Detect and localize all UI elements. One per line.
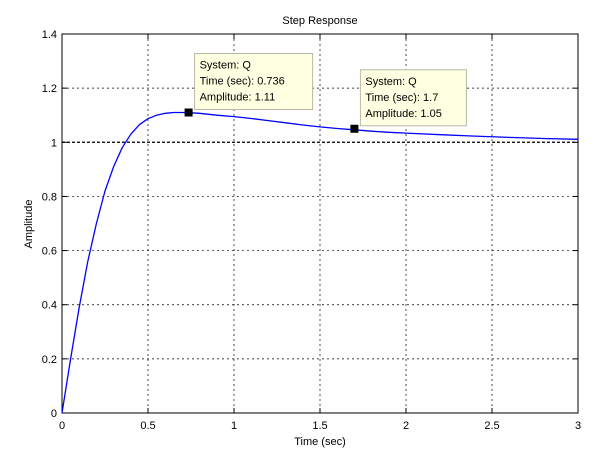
y-tick-label: 0 [51, 408, 57, 420]
datatip-text: System: Q [200, 60, 252, 72]
datatip[interactable]: System: Q Time (sec): 1.7 Amplitude: 1.05 [350, 69, 467, 133]
chart-title: Step Response [282, 15, 357, 27]
series-layer [61, 111, 579, 414]
x-tick-label: 2 [403, 420, 409, 432]
datatip-box [359, 69, 467, 127]
y-tick-label: 0.2 [42, 354, 57, 366]
datatip-text: Time (sec): 1.7 [365, 92, 438, 104]
y-tick-label: 0.4 [42, 300, 57, 312]
ticks: 0 0.5 1 1.5 2 2.5 3 0 0.2 0.4 0.6 0.8 1 1.2 1.4 [42, 29, 581, 432]
grid [62, 34, 578, 413]
datatip-text: System: Q [365, 76, 417, 88]
datatip-layer: System: Q Time (sec): 0.736 Amplitude: 1.1… [184, 53, 467, 133]
datatip-box [194, 53, 314, 111]
y-tick-label: 1.2 [42, 83, 57, 95]
y-tick-label: 0.6 [42, 246, 57, 258]
x-tick-label: 0.5 [140, 420, 155, 432]
x-tick-label: 1 [231, 420, 237, 432]
y-tick-label: 0.8 [42, 191, 57, 203]
x-tick-label: 2.5 [484, 420, 499, 432]
datatip-text: Time (sec): 0.736 [200, 76, 285, 88]
datatip-text: Amplitude: 1.05 [365, 108, 441, 120]
x-axis-label: Time (sec) [294, 436, 346, 448]
datatip-marker[interactable] [350, 124, 359, 133]
datatip-text: Amplitude: 1.11 [200, 92, 276, 104]
y-tick-label: 1.4 [42, 29, 57, 41]
step-response-line [61, 111, 579, 414]
datatip-marker[interactable] [184, 108, 193, 117]
x-tick-label: 0 [59, 420, 65, 432]
datatip[interactable]: System: Q Time (sec): 0.736 Amplitude: 1.1… [184, 53, 314, 117]
x-tick-label: 3 [575, 420, 581, 432]
y-axis-label: Amplitude [23, 200, 35, 249]
x-tick-label: 1.5 [312, 420, 327, 432]
y-tick-label: 1 [51, 137, 57, 149]
